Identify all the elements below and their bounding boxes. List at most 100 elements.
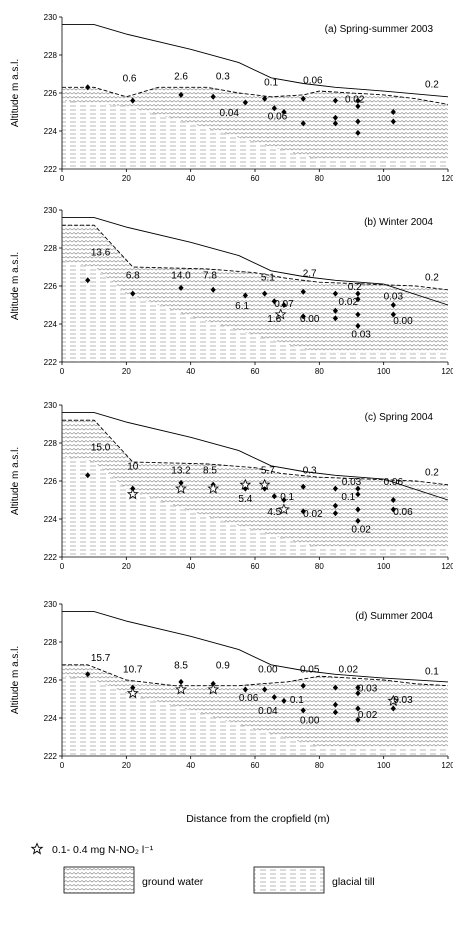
star-marker [258, 478, 271, 490]
glacial-till-area [62, 100, 448, 169]
x-tick-label: 60 [251, 562, 260, 571]
x-tick-label: 0 [60, 562, 65, 571]
legend-ground-water-item: ground water [63, 866, 204, 894]
data-point [262, 686, 268, 693]
concentration-label: 8.5 [174, 661, 188, 672]
glacial-till-area [62, 456, 448, 557]
y-tick-label: 224 [44, 714, 58, 723]
data-point [300, 95, 306, 102]
x-tick-label: 20 [122, 174, 131, 183]
concentration-label: 14.0 [171, 270, 191, 281]
glacial-till-area [62, 676, 448, 756]
water-table-line [62, 86, 449, 105]
y-axis-label: Altitude m a.s.l. [10, 59, 21, 127]
data-point [355, 485, 361, 492]
concentration-label: 10.7 [123, 664, 143, 675]
concentration-label: 0.06 [303, 76, 323, 87]
panel-title: (d) Summer 2004 [355, 611, 433, 622]
concentration-label: 0.3 [216, 72, 230, 83]
data-point [300, 682, 306, 689]
data-point [332, 114, 339, 121]
data-point [271, 105, 277, 112]
data-point [390, 109, 396, 115]
star-marker [175, 683, 187, 695]
data-point [210, 286, 216, 293]
concentration-label: 0.06 [384, 477, 404, 488]
y-tick-label: 226 [44, 282, 58, 291]
x-tick-label: 0 [60, 174, 65, 183]
y-tick-label: 222 [44, 358, 58, 367]
x-tick-label: 100 [377, 761, 391, 770]
data-point [242, 686, 248, 693]
data-point [355, 311, 361, 318]
data-point [85, 277, 91, 284]
data-point [390, 506, 396, 513]
star-marker [207, 683, 220, 695]
x-tick-label: 40 [186, 174, 195, 183]
star-marker [239, 478, 252, 490]
data-point [355, 690, 361, 697]
data-point [355, 296, 361, 303]
x-tick-label: 120 [441, 174, 453, 183]
data-point [332, 709, 339, 716]
ground-water-area [62, 87, 448, 160]
y-axis-label: Altitude m a.s.l. [10, 646, 21, 714]
concentration-label: 0.1 [290, 695, 304, 706]
data-point [300, 288, 306, 295]
legend-star-item: 0.1- 0.4 mg N-NO₂ l⁻¹ [30, 842, 154, 856]
concentration-label: 0.04 [258, 706, 278, 717]
data-point [355, 290, 361, 297]
data-point [355, 506, 361, 513]
ground-water-swatch [63, 866, 135, 894]
data-point [300, 313, 306, 320]
x-tick-label: 60 [251, 174, 260, 183]
star-marker [126, 488, 139, 500]
panel-title: (a) Spring-summer 2003 [325, 24, 434, 35]
concentration-label: 0.2 [348, 282, 362, 293]
x-tick-label: 60 [251, 761, 260, 770]
panel-title: (b) Winter 2004 [364, 217, 433, 228]
chart-panel-4: 222 224 226 228 230 0 20 40 60 80 100 120 Altitude m… [10, 600, 453, 770]
data-point [300, 483, 306, 490]
x-tick-label: 0 [60, 367, 65, 376]
x-tick-label: 60 [251, 367, 260, 376]
data-point [85, 84, 91, 91]
data-point [355, 491, 361, 498]
data-point [332, 684, 339, 691]
data-point [85, 472, 91, 479]
concentration-label: 0.05 [300, 664, 320, 675]
concentration-label: 13.2 [171, 465, 191, 476]
data-point [85, 671, 91, 678]
concentration-label: 5.7 [261, 465, 275, 476]
x-tick-label: 80 [315, 562, 324, 571]
data-point [332, 120, 339, 127]
data-point [332, 510, 339, 517]
legend-glacial-till-item: glacial till [253, 866, 375, 894]
concentration-label: 0.02 [358, 710, 378, 721]
x-tick-label: 120 [441, 761, 453, 770]
x-tick-label: 0 [60, 761, 65, 770]
y-tick-label: 224 [44, 320, 58, 329]
concentration-label: 0.1 [280, 492, 294, 503]
concentration-label: 15.0 [91, 443, 111, 454]
y-tick-label: 228 [44, 638, 58, 647]
chart-panel-2: 222 224 226 228 230 0 20 40 60 80 100 120 Altitude m… [10, 206, 453, 376]
data-point [242, 99, 248, 106]
data-point [178, 284, 184, 291]
concentration-label: 0.00 [300, 314, 320, 325]
data-point [332, 290, 339, 297]
data-point [390, 497, 396, 503]
data-point [355, 322, 361, 329]
y-tick-label: 226 [44, 676, 58, 685]
concentration-label: 0.3 [303, 465, 317, 476]
star-icon [30, 842, 44, 855]
concentration-label: 0.6 [123, 74, 137, 85]
data-point [355, 118, 361, 125]
concentration-label: 15.7 [91, 653, 111, 664]
star-marker [126, 687, 139, 699]
glacial-till-area [62, 261, 448, 362]
y-tick-label: 224 [44, 515, 58, 524]
concentration-label: 0.03 [393, 695, 413, 706]
concentration-label: 8.5 [203, 465, 217, 476]
